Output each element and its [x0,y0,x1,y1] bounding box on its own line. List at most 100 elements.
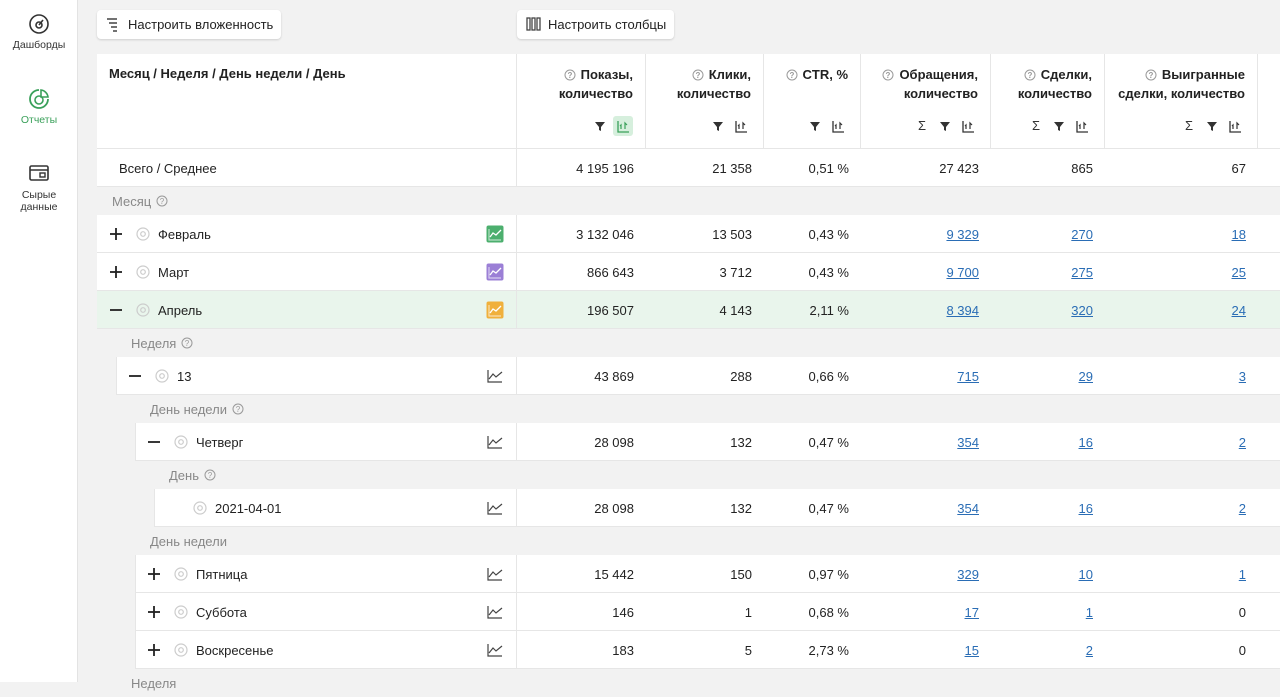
value-link[interactable]: 18 [1231,226,1246,242]
column-tools: Σ [1179,116,1245,136]
value-link[interactable]: 25 [1231,264,1246,280]
value-link[interactable]: 17 [964,604,979,620]
chart-sort-icon [831,120,844,133]
toolbar-button[interactable]: Настроить вложенность [97,10,282,39]
value-link[interactable]: 29 [1078,368,1093,384]
expand-button[interactable] [108,226,124,242]
value-link[interactable]: 1 [1238,566,1246,582]
settings-icon [193,501,207,515]
dashboards-icon [29,14,49,34]
expand-button[interactable] [146,566,162,582]
value-cell: 4 143 [646,291,764,329]
value: 27 423 [939,160,979,176]
filter-tool[interactable] [590,116,610,136]
value-link[interactable]: 8 394 [946,302,979,318]
total-row: Всего / Среднее 4 195 196 21 358 0,51 % 27 4… [0,149,1280,187]
value-link[interactable]: 275 [1071,264,1093,280]
value-link[interactable]: 2 [1238,500,1246,516]
settings-icon [174,435,188,449]
chart-tool[interactable] [613,116,633,136]
column-border [516,555,517,593]
value-link[interactable]: 3 [1238,368,1246,384]
value-cell: 28 098 [516,423,646,461]
expand-icon [148,644,160,656]
value-cell: 0,43 % [764,215,861,253]
filter-tool[interactable] [935,116,955,136]
value-link[interactable]: 16 [1078,500,1093,516]
value-cell: 5 [646,631,764,669]
value-link[interactable]: 9 700 [946,264,979,280]
value-link[interactable]: 15 [964,642,979,658]
value-cell: 2,73 % [764,631,861,669]
row-name: Пятница [196,567,248,582]
value-link[interactable]: 10 [1078,566,1093,582]
value-cell: 329 [861,555,991,593]
value-link[interactable]: 2 [1238,434,1246,450]
sidebar-item-label[interactable]: Дашборды [12,39,66,51]
value-link[interactable]: 16 [1078,434,1093,450]
expand-button[interactable] [146,434,162,450]
value: 0,47 % [808,500,849,516]
chart-tool[interactable] [1072,116,1092,136]
data-row: Пятница 15 442 150 0,97 % 329 10 1 [0,555,1280,593]
sidebar-item-label[interactable]: Сырые данные [20,189,58,213]
filter-icon [810,122,820,131]
value: 67 [1231,160,1246,176]
sum-tool[interactable]: Σ [917,118,927,133]
sum-tool[interactable]: Σ [1184,118,1194,133]
value-link[interactable]: 354 [957,434,979,450]
filter-tool[interactable] [1049,116,1069,136]
column-title-line: ? Обращения, [882,67,978,82]
header-title: Месяц / Неделя / День недели / День [109,66,346,81]
value-cell: 288 [646,357,764,395]
value-link[interactable]: 715 [957,368,979,384]
row-chart-button [487,502,503,515]
value-cell: 10 [991,555,1105,593]
chart-tool[interactable] [828,116,848,136]
sidebar-item-label[interactable]: Отчеты [20,114,58,126]
row-bg [97,291,1280,329]
row-bg [97,149,1280,187]
value-cell: 13 503 [646,215,764,253]
expand-icon [110,228,122,240]
chart-tool[interactable] [958,116,978,136]
value-link[interactable]: 329 [957,566,979,582]
value-link[interactable]: 24 [1231,302,1246,318]
column-title-line: ? Сделки, [1024,67,1092,82]
value-link[interactable]: 9 329 [946,226,979,242]
expand-button[interactable] [108,264,124,280]
column-tools: Σ [1026,116,1092,136]
column-border [516,423,517,461]
expand-button[interactable] [146,642,162,658]
filter-tool[interactable] [708,116,728,136]
value-cell: 43 869 [516,357,646,395]
value-link[interactable]: 270 [1071,226,1093,242]
sum-tool[interactable]: Σ [1031,118,1041,133]
column-border [1258,54,1259,149]
value-link[interactable]: 2 [1085,642,1093,658]
svg-text:?: ? [236,405,241,414]
section-label: Неделя [131,669,176,697]
filter-tool[interactable] [805,116,825,136]
expand-button[interactable] [146,604,162,620]
column-title-line: ? CTR, % [786,67,848,82]
value: 146 [612,604,634,620]
chart-tool[interactable] [731,116,751,136]
column-title-line: ? Клики, [692,67,751,82]
chart-sort-icon [1228,120,1241,133]
expand-button[interactable] [127,368,143,384]
chart-tool[interactable] [1225,116,1245,136]
column-header: ? CTR, % [764,54,861,149]
toolbar-button[interactable]: Настроить столбцы [517,10,675,39]
value-link[interactable]: 320 [1071,302,1093,318]
column-title: Обращения, [899,67,978,82]
filter-tool[interactable] [1202,116,1222,136]
section-label-text: Неделя [131,675,177,691]
sidebar: Дашборды Отчеты Сырые данные [0,0,78,682]
value-link[interactable]: 1 [1085,604,1093,620]
data-row: Воскресенье 183 5 2,73 % 15 2 0 [0,631,1280,669]
value-link[interactable]: 354 [957,500,979,516]
data-row: 2021-04-01 28 098 132 0,47 % 354 16 2 [0,489,1280,527]
value: 3 132 046 [576,226,634,242]
expand-button[interactable] [108,302,124,318]
